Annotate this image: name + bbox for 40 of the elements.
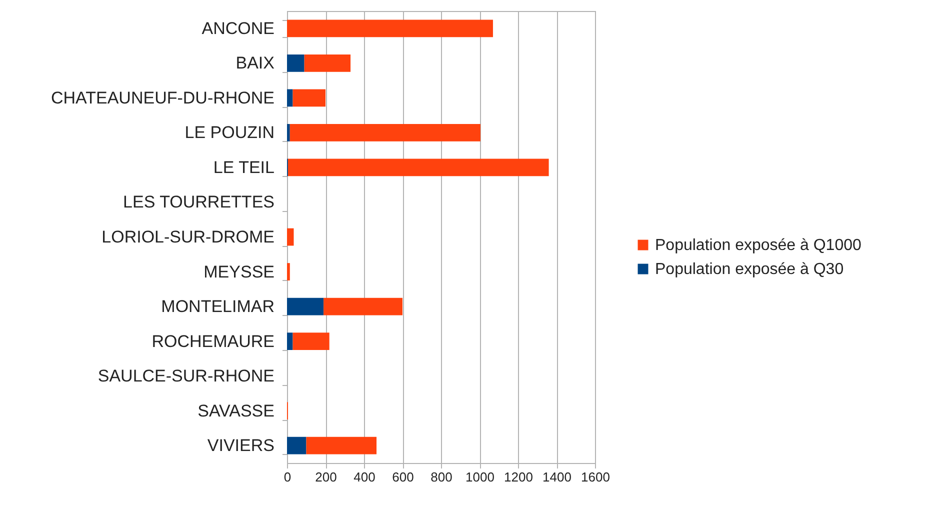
y-tick-label: VIVIERS [207, 436, 274, 456]
bar [290, 124, 480, 142]
x-tick-label: 400 [354, 470, 376, 484]
x-tick-label: 1200 [504, 470, 533, 484]
legend-label: Population exposée à Q30 [655, 261, 844, 278]
y-tick-label: CHATEAUNEUF-DU-RHONE [50, 88, 274, 108]
y-tick-label: MEYSSE [204, 262, 274, 282]
x-tick-label: 600 [392, 470, 414, 484]
bar [287, 332, 293, 350]
bar [304, 54, 351, 72]
y-tick-label: LORIOL-SUR-DROME [102, 228, 274, 246]
y-tick-label: MONTELIMAR [161, 297, 274, 316]
legend-label: Population exposée à Q1000 [655, 237, 862, 254]
bar [287, 124, 290, 142]
bar [287, 228, 294, 246]
bar [287, 54, 304, 72]
y-tick-label: LE POUZIN [184, 123, 274, 142]
x-tick-label: 1000 [466, 470, 494, 484]
y-tick-label: ANCONE [202, 18, 274, 38]
bar [324, 298, 402, 316]
bar [292, 89, 326, 107]
bar [287, 436, 306, 454]
x-tick-label: 1600 [581, 470, 610, 484]
y-tick-label: ROCHEMAURE [152, 332, 274, 351]
x-tick-label: 800 [430, 470, 452, 484]
bar [292, 332, 330, 350]
y-tick-label: BAIX [236, 54, 274, 73]
y-tick-label: SAULCE-SUR-RHONE [98, 366, 274, 386]
y-tick-label: LE TEIL [213, 158, 274, 177]
bar [287, 298, 324, 316]
x-tick-label: 1400 [542, 470, 572, 484]
x-tick-label: 0 [284, 470, 292, 484]
bar [287, 20, 493, 38]
bar [306, 436, 377, 454]
x-tick-label: 200 [315, 470, 337, 484]
bar [287, 89, 293, 107]
bar [288, 158, 549, 176]
bar [287, 263, 290, 280]
y-tick-label: SAVASSE [198, 401, 274, 420]
y-tick-label: LES TOURRETTES [123, 192, 274, 212]
